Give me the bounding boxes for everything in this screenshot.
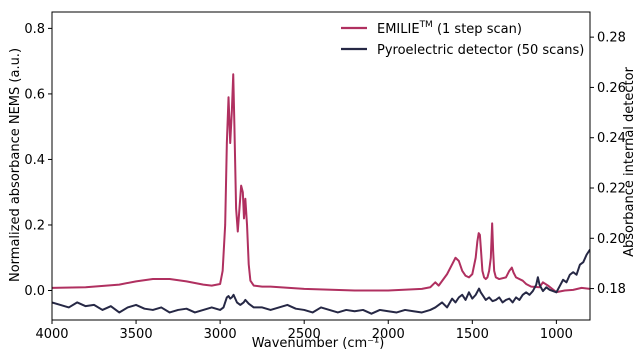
series-line-0 [52,73,590,294]
right-y-tick-label: 0.20 [597,232,626,247]
x-tick-label: 4000 [35,327,68,342]
right-y-tick-label: 0.24 [597,131,626,146]
x-axis: 4000 3500 3000 2500 2000 1500 1000 [35,320,573,342]
left-y-tick-label: 0.4 [24,153,45,168]
x-tick-label: 2500 [288,327,321,342]
x-tick-label: 3500 [120,327,153,342]
legend: EMILIETM (1 step scan) Pyroelectric dete… [341,20,584,58]
left-y-tick-label: 0.8 [24,22,45,37]
plot-frame [51,11,591,321]
right-y-axis-title: Absorbance internal detector [622,66,637,257]
left-y-axis: 0.0 0.2 0.4 0.6 0.8 [24,22,52,299]
x-tick-label: 3000 [204,327,237,342]
right-y-tick-label: 0.26 [597,81,626,96]
x-tick-label: 1500 [456,327,489,342]
right-y-tick-label: 0.28 [597,31,626,46]
x-axis-title: Wavenumber (cm⁻¹) [252,336,385,350]
legend-label-pyro: Pyroelectric detector (50 scans) [377,43,584,58]
left-y-axis-title: Normalized absorbance NEMS (a.u.) [8,48,23,282]
x-tick-label: 1000 [540,327,573,342]
x-tick-label: 2000 [372,327,405,342]
legend-label-emilie: EMILIETM (1 step scan) [377,20,522,37]
series-line-1 [52,249,590,315]
left-y-tick-label: 0.0 [24,284,45,299]
right-y-tick-label: 0.22 [597,182,626,197]
right-y-axis: 0.18 0.20 0.22 0.24 0.26 0.28 [590,31,626,297]
left-y-tick-label: 0.2 [24,218,45,233]
right-y-tick-label: 0.18 [597,282,626,297]
plot-area [51,11,591,321]
left-y-tick-label: 0.6 [24,87,45,102]
